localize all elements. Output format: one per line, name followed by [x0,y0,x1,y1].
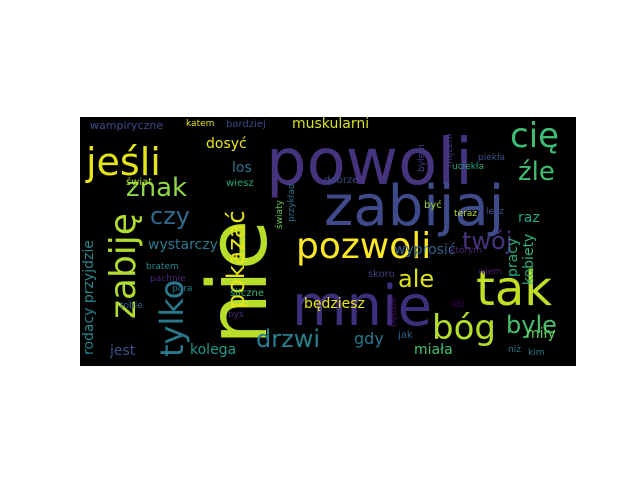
word-uciekla: uciekła [452,162,484,172]
word-twoj: twój [462,227,513,255]
word-cloud: powoli nie zabijaj mnie zabiję tak pozwo… [80,117,576,366]
word-swiaty: światy [275,200,285,229]
word-bardziej: bardziej [226,119,266,130]
word-wiem: wiem [478,267,503,277]
word-bylem: byłem [417,144,427,172]
word-przyklad: przykład [287,183,297,222]
word-kobiety: kobiety [521,233,537,285]
word-skoro: skoro [368,269,395,280]
word-muskularni: muskularni [292,117,370,132]
word-pachnie: pachnie [150,274,186,284]
word-gdy: gdy [354,329,384,348]
word-byc: być [424,200,442,211]
word-czy: czy [150,202,190,230]
word-pracy: pracy [505,237,521,277]
word-sliczne: śliczne [230,288,265,299]
word-ale: ale [398,265,435,293]
word-pozwoli: pozwoli [296,226,432,267]
word-dosyc: dosyć [206,136,247,152]
word-bratem: bratem [146,262,179,272]
word-wampiryczne: wampiryczne [90,119,164,132]
word-pora: pora [172,284,193,294]
word-bys: byś [228,310,244,320]
word-bog: bóg [432,308,496,348]
word-bedziesz: będziesz [304,296,365,312]
word-bedzie: będzie [389,297,399,327]
word-kolega: kolega [190,342,237,358]
word-los: los [232,160,252,176]
word-kim: kim [528,348,545,358]
word-tak: tak [476,261,553,317]
word-wystarczy: wystarczy [148,237,218,253]
word-byle: byle [506,311,557,339]
word-drzwi: drzwi [256,325,320,353]
word-powoli: powoli [266,126,473,200]
word-idz: idź [452,300,465,310]
word-ktorym: którym [450,246,483,256]
word-znak: znak [126,173,188,203]
word-tobie: tobie [120,301,143,311]
word-piekla: piekła [478,153,506,163]
word-cie: cię [510,117,560,156]
word-jest: jest [110,343,136,359]
word-jak: jak [398,330,413,341]
word-zabijaj: zabijaj [324,174,505,239]
word-zle: źle [518,157,555,187]
word-rodacy-przyjdzie: rodacy przyjdzie [81,240,97,355]
word-niz: niż [508,345,521,355]
word-teraz: teraz [454,209,478,219]
word-wiesz: wiesz [226,178,254,189]
word-mily: miły [526,326,556,342]
word-katem: katem [186,119,215,129]
word-lecz: lecz [486,207,504,217]
word-wyprosic: wyprosić [394,242,456,258]
word-mnie: mnie [292,274,433,339]
word-swiat: świat [126,177,153,188]
word-miala: miała [414,342,453,358]
word-raz: raz [518,210,540,226]
word-dobrze: dobrze [324,175,359,186]
word-jesli: jeśli [86,140,161,184]
